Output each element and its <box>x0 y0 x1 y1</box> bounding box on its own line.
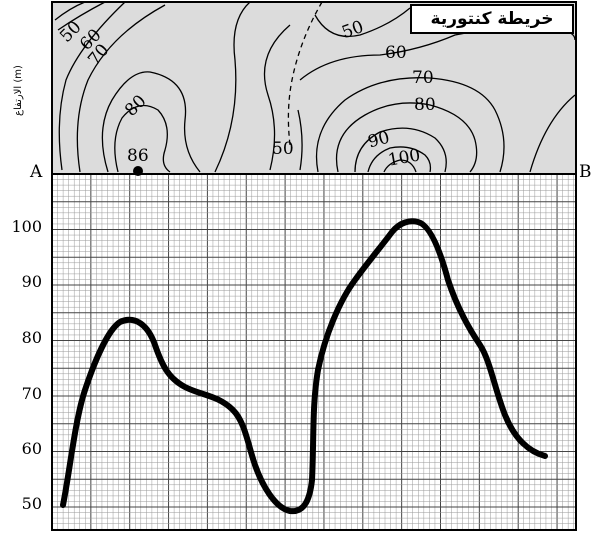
profile-graph <box>51 173 577 531</box>
y-tick-label: 50 <box>21 494 42 513</box>
contour-label: 86 <box>127 146 149 166</box>
contour-label: 50 <box>272 139 294 159</box>
contour-line <box>214 1 251 173</box>
y-axis-label: الارتفاع (m) <box>4 20 32 160</box>
graph-grid <box>51 173 576 530</box>
ridge-dashed-line <box>287 1 323 146</box>
elevation-profile-line <box>60 218 548 515</box>
contour-line <box>76 4 166 173</box>
y-tick-label: 90 <box>21 272 42 291</box>
point-a-label: A <box>30 162 43 182</box>
contour-line <box>315 77 505 173</box>
contour-line <box>101 71 201 173</box>
contour-line <box>57 1 106 31</box>
contour-line <box>314 7 411 38</box>
map-title-text: خريطة كنتورية <box>430 9 554 29</box>
y-tick-label: 80 <box>21 328 42 347</box>
contour-line <box>529 94 576 173</box>
contour-line <box>58 1 126 171</box>
contour-line <box>383 159 417 173</box>
point-b-label: B <box>579 162 592 182</box>
contour-line <box>114 104 171 173</box>
contour-label: 80 <box>414 95 436 115</box>
contour-line <box>354 127 447 173</box>
contour-line <box>263 24 291 171</box>
contour-line <box>335 102 478 173</box>
contour-line <box>54 1 86 21</box>
contour-label: 70 <box>412 68 434 88</box>
y-tick-label: 60 <box>21 439 42 458</box>
map-title: خريطة كنتورية <box>410 4 574 34</box>
graph-frame <box>51 173 577 531</box>
y-tick-label: 100 <box>11 217 42 236</box>
contour-label: 60 <box>385 43 407 63</box>
contour-line <box>297 109 303 171</box>
y-axis-label-text: الارتفاع (m) <box>12 64 24 116</box>
contour-line <box>367 146 432 173</box>
y-tick-label: 70 <box>21 384 42 403</box>
